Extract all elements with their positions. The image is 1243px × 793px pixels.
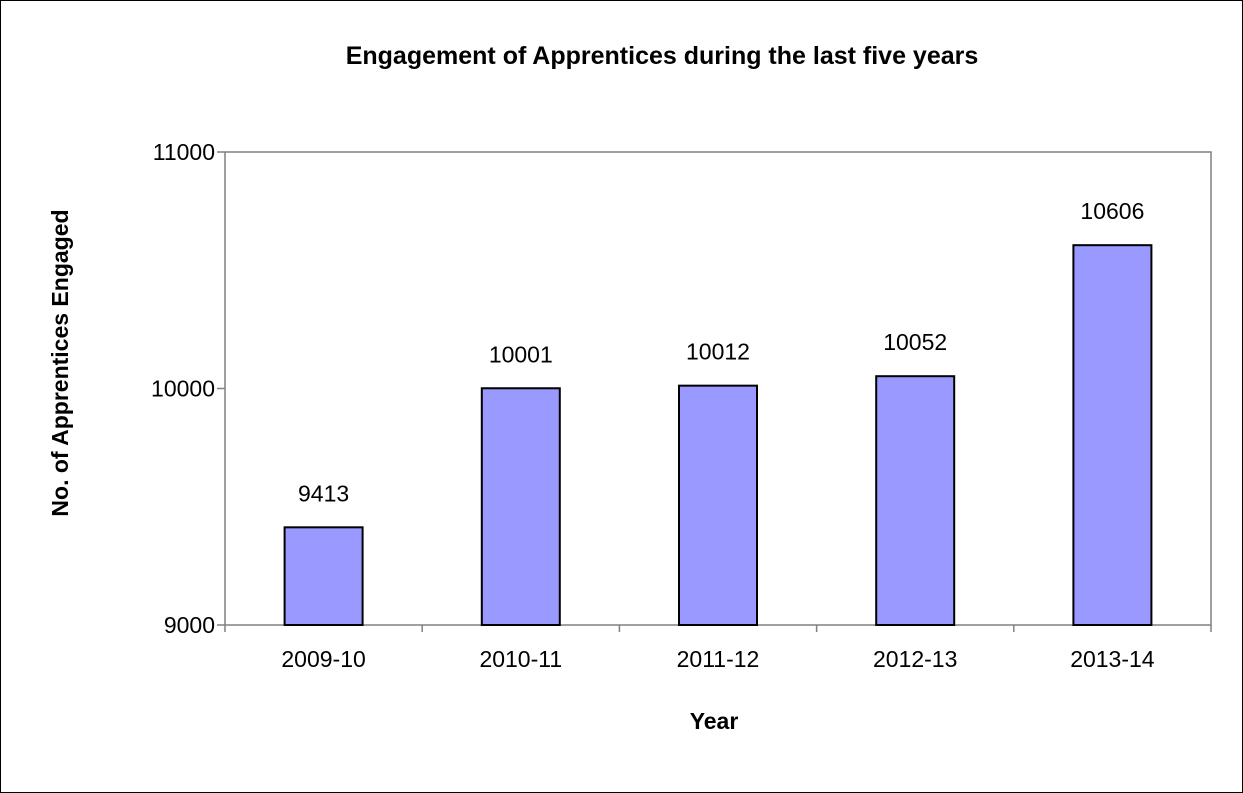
bar-series: [283, 244, 1153, 626]
bar-value-label: 10012: [686, 339, 750, 365]
x-tick-label: 2013-14: [1070, 646, 1155, 672]
y-tick-label: 9000: [164, 612, 215, 638]
y-tick-label: 11000: [153, 139, 215, 165]
bar-value-label: 10606: [1080, 198, 1144, 224]
bar: [678, 384, 758, 626]
bar: [480, 387, 561, 626]
y-tick-label: 10000: [151, 376, 215, 402]
bar: [875, 375, 956, 626]
bar-value-label: 9413: [298, 480, 349, 506]
x-tick-label: 2011-12: [677, 646, 760, 672]
x-axis-label: Year: [690, 708, 739, 734]
y-axis: 9000 10000 11000: [151, 139, 225, 638]
bar-value-label: 10001: [489, 341, 553, 367]
x-tick-label: 2010-11: [479, 646, 562, 672]
x-tick-label: 2009-10: [281, 646, 365, 672]
x-axis: 2009-10 2010-11 2011-12 2012-13 2013-14: [224, 625, 1212, 672]
data-labels: 9413 10001 10012 10052 10606: [298, 198, 1144, 506]
bar-value-label: 10052: [883, 329, 947, 355]
bar: [283, 526, 364, 626]
x-tick-label: 2012-13: [873, 646, 957, 672]
y-axis-label: No. of Apprentices Engaged: [47, 209, 73, 516]
bar: [1072, 244, 1153, 626]
chart-title: Engagement of Apprentices during the las…: [346, 42, 979, 70]
